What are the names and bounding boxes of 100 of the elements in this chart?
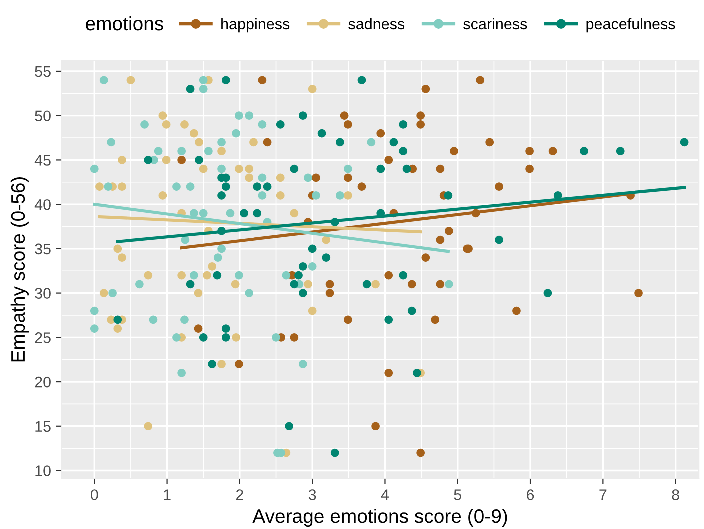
point [376, 164, 386, 174]
point [195, 156, 204, 164]
point [340, 112, 349, 120]
point [344, 164, 352, 174]
x-tick-label: 2 [236, 490, 244, 500]
point [222, 182, 230, 191]
point [231, 280, 240, 289]
point [358, 76, 366, 85]
point [298, 262, 308, 271]
point [245, 164, 254, 174]
point [408, 306, 416, 316]
point [114, 316, 122, 324]
point [308, 306, 317, 316]
point [190, 271, 198, 280]
point [194, 324, 203, 333]
point [144, 271, 153, 280]
point [367, 138, 376, 147]
point [186, 182, 195, 191]
point [232, 129, 240, 138]
point [422, 254, 430, 262]
point [100, 76, 108, 85]
point [144, 422, 153, 431]
point [308, 262, 317, 271]
point [178, 147, 186, 156]
point [203, 271, 212, 280]
point [162, 120, 171, 129]
point [218, 360, 226, 368]
point [222, 76, 230, 85]
point [422, 85, 430, 94]
point [253, 182, 262, 191]
point [90, 306, 99, 316]
x-tick-label: 3 [308, 490, 316, 500]
point [308, 85, 317, 94]
y-tick-label: 45 [34, 155, 51, 166]
point [304, 280, 312, 289]
point [250, 138, 258, 147]
y-tick-label: 40 [34, 199, 51, 210]
point [358, 182, 366, 191]
point [344, 316, 352, 324]
point [114, 244, 122, 254]
point [384, 156, 394, 164]
point [199, 334, 208, 342]
y-axis-title: Empathy score (0-56) [10, 178, 29, 362]
point [232, 334, 240, 342]
point [235, 164, 244, 174]
y-tick-label: 35 [35, 244, 51, 255]
point [344, 192, 352, 200]
y-tick-label: 20 [35, 376, 51, 388]
point [199, 76, 208, 85]
point [178, 156, 186, 164]
point [199, 164, 208, 174]
point [580, 147, 588, 156]
point [204, 147, 213, 156]
y-tick-label: 50 [35, 110, 51, 122]
point [326, 289, 334, 298]
point [276, 192, 285, 200]
point [450, 147, 458, 156]
point [218, 244, 226, 254]
point [158, 112, 168, 120]
point [680, 138, 689, 147]
point [96, 182, 104, 191]
y-tick-label: 25 [35, 332, 51, 344]
point [476, 76, 485, 85]
point [90, 164, 99, 174]
point [384, 271, 394, 280]
point [263, 138, 272, 147]
point [144, 156, 153, 164]
legend-label: sadness [348, 18, 405, 30]
point [180, 120, 189, 129]
point [190, 129, 198, 138]
point [162, 156, 171, 164]
point [318, 129, 326, 138]
point [544, 289, 552, 298]
point [336, 192, 344, 200]
point [208, 360, 216, 368]
point [118, 254, 126, 262]
point [416, 448, 425, 458]
point [276, 120, 285, 129]
point [195, 138, 204, 147]
point [222, 324, 230, 333]
point [172, 182, 181, 191]
point [199, 85, 208, 94]
point [444, 227, 454, 236]
point [444, 280, 454, 289]
x-tick-label: 7 [600, 490, 607, 500]
point [526, 147, 534, 156]
point [436, 164, 445, 174]
point [108, 289, 117, 298]
point [154, 147, 163, 156]
point [218, 138, 226, 147]
point [172, 334, 181, 342]
point [298, 289, 308, 298]
legend-label: scariness [464, 18, 528, 30]
point [312, 174, 320, 182]
x-tick-label: 5 [454, 490, 462, 500]
point [384, 316, 394, 324]
y-tick-label: 15 [36, 421, 51, 432]
y-tick-label: 55 [35, 66, 51, 78]
x-tick-label: 8 [672, 490, 680, 500]
point [272, 334, 280, 342]
